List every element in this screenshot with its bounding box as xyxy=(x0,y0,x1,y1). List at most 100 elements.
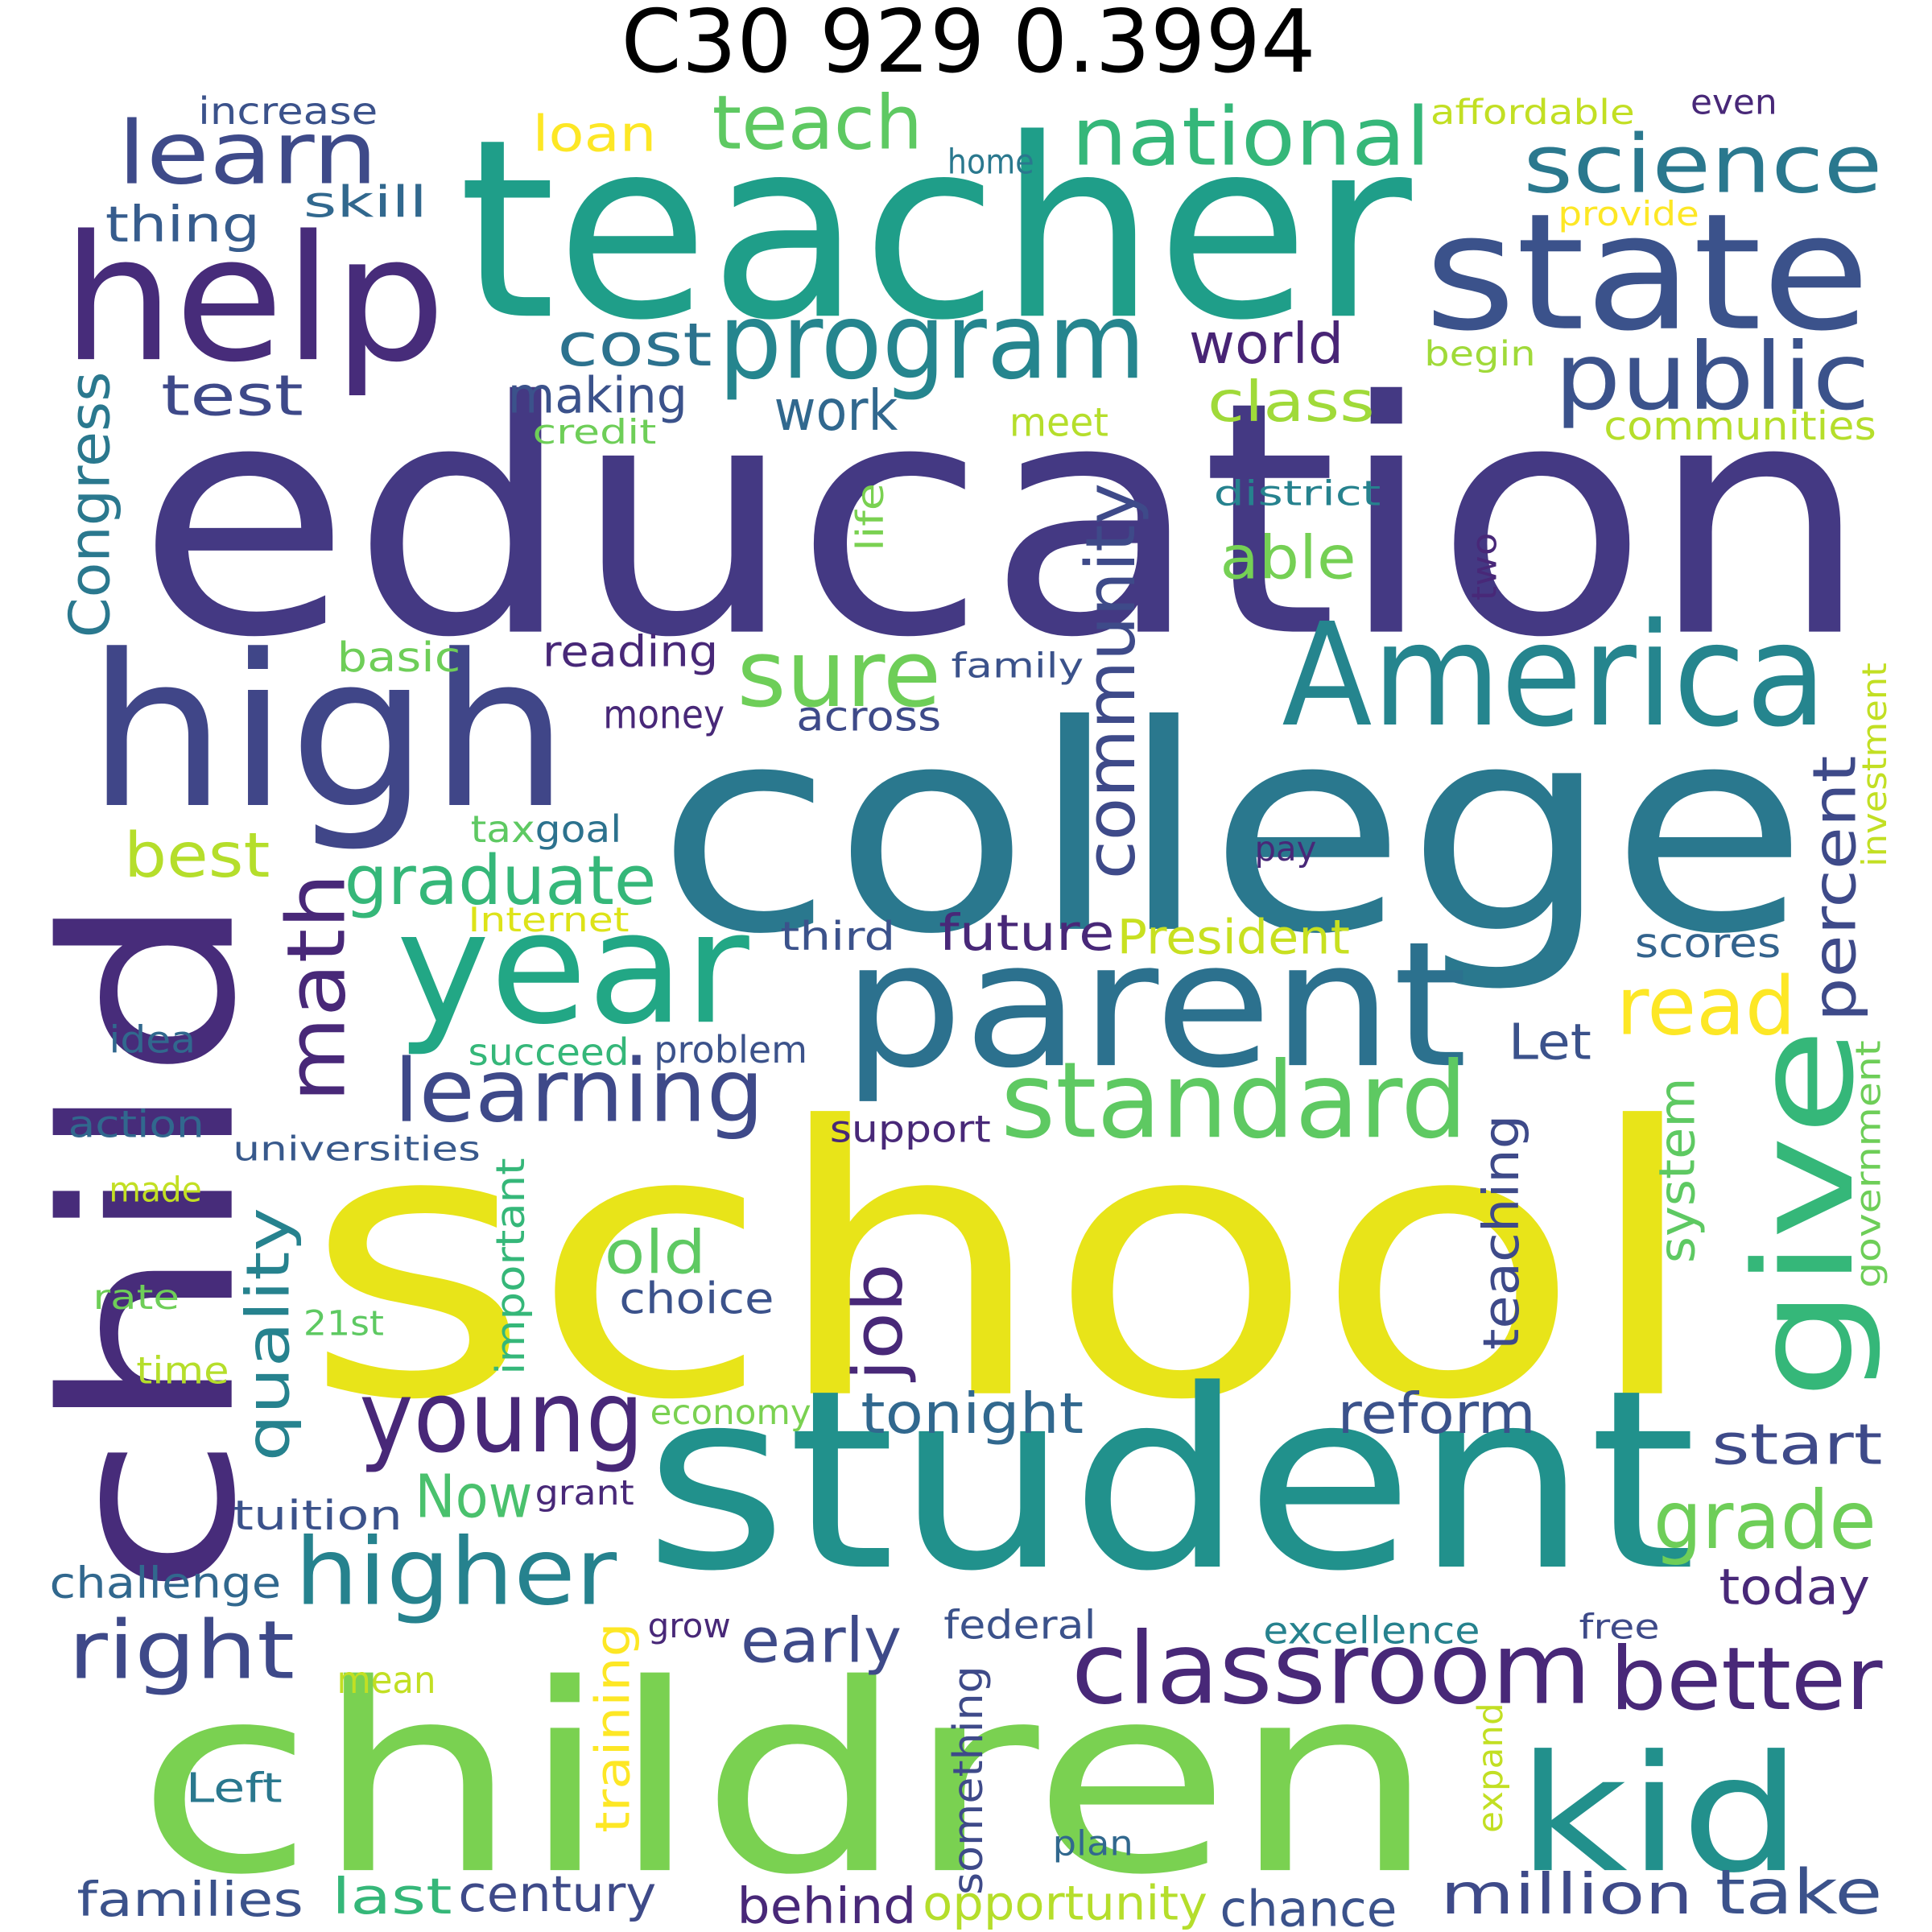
word: scores xyxy=(1635,919,1781,967)
word: math xyxy=(270,873,364,1103)
word: chance xyxy=(1220,1880,1397,1932)
word: action xyxy=(68,1102,204,1146)
word: million xyxy=(1440,1863,1693,1927)
word: America xyxy=(1282,592,1827,758)
word: best xyxy=(124,820,270,892)
word: better xyxy=(1610,1629,1883,1730)
word: pay xyxy=(1254,829,1316,869)
word: skill xyxy=(303,176,427,227)
word: Congress xyxy=(58,372,122,638)
word: family xyxy=(952,646,1084,687)
word: public xyxy=(1554,324,1870,431)
word: test xyxy=(161,364,303,428)
word: teach xyxy=(712,80,923,167)
word: kid xyxy=(1517,1721,1802,1909)
word: read xyxy=(1616,960,1796,1054)
word: home xyxy=(947,142,1034,182)
word: college xyxy=(656,666,1808,997)
word: affordable xyxy=(1430,93,1635,133)
word: increase xyxy=(198,89,378,133)
word: program xyxy=(718,280,1146,402)
word: Now xyxy=(415,1463,532,1532)
word: child xyxy=(14,892,287,1598)
word: expand xyxy=(1471,1703,1511,1833)
word: give xyxy=(1725,1028,1884,1400)
word: even xyxy=(1690,83,1777,123)
word: student xyxy=(644,1336,1697,1625)
title: C30 929 0.3994 xyxy=(621,0,1316,93)
word: communities xyxy=(1604,402,1876,449)
word: district xyxy=(1214,474,1381,514)
word: today xyxy=(1719,1558,1870,1616)
word: succeed xyxy=(469,1030,630,1074)
word: class xyxy=(1208,370,1375,435)
word: problem xyxy=(654,1028,807,1071)
word: provide xyxy=(1558,194,1699,233)
word: year xyxy=(396,879,749,1059)
word: meet xyxy=(1009,399,1108,446)
word: President xyxy=(1117,910,1350,965)
word: universities xyxy=(233,1129,481,1169)
word: free xyxy=(1579,1607,1660,1647)
word: standard xyxy=(1001,1039,1468,1162)
word: high xyxy=(87,609,570,855)
word: grade xyxy=(1653,1473,1876,1567)
word: goal xyxy=(535,807,622,851)
word: choice xyxy=(619,1273,774,1323)
word: excellence xyxy=(1263,1609,1480,1653)
word: century xyxy=(458,1865,656,1923)
word: training xyxy=(586,1622,641,1833)
word: tax xyxy=(471,807,535,851)
word: work xyxy=(774,379,898,444)
word: reading xyxy=(543,626,718,677)
word: plan xyxy=(1053,1824,1133,1864)
word: third xyxy=(780,913,895,960)
word: important xyxy=(487,1158,534,1374)
word: world xyxy=(1189,312,1344,377)
word: percent xyxy=(1801,755,1870,1022)
word: community xyxy=(1071,483,1150,879)
word: something xyxy=(944,1666,992,1895)
word: loan xyxy=(533,105,657,163)
word: take xyxy=(1715,1857,1883,1929)
word: higher xyxy=(295,1518,617,1626)
word: reform xyxy=(1338,1382,1536,1447)
word: basic xyxy=(336,634,460,681)
word: grant xyxy=(535,1473,634,1513)
word: rate xyxy=(93,1278,180,1318)
word: grow xyxy=(648,1606,731,1645)
word: challenge xyxy=(50,1558,282,1608)
word: graduate xyxy=(345,840,657,920)
word: across xyxy=(796,693,941,741)
word: classroom xyxy=(1071,1612,1591,1727)
word: life xyxy=(848,483,892,551)
word: tonight xyxy=(861,1382,1084,1447)
word: opportunity xyxy=(923,1876,1208,1931)
word: 21st xyxy=(303,1303,384,1344)
word: quality xyxy=(233,1208,303,1461)
word: Let xyxy=(1509,1013,1591,1071)
word: school xyxy=(303,1049,1703,1481)
word: right xyxy=(68,1604,295,1698)
word: system xyxy=(1649,1077,1707,1263)
word: future xyxy=(939,904,1114,962)
word: able xyxy=(1220,523,1356,592)
word: education xyxy=(136,334,1870,708)
word: government xyxy=(1848,1040,1889,1288)
word: credit xyxy=(533,412,657,452)
word: help xyxy=(62,198,446,400)
word: idea xyxy=(109,1018,196,1062)
word: science xyxy=(1523,117,1882,211)
word: job xyxy=(838,1263,918,1382)
word: federal xyxy=(943,1601,1096,1648)
word: Left xyxy=(186,1764,283,1811)
word: money xyxy=(603,691,724,738)
word: behind xyxy=(737,1877,916,1932)
word: learn xyxy=(118,104,378,204)
word: learning xyxy=(394,1041,764,1141)
word: making xyxy=(508,366,687,424)
word: investment xyxy=(1855,663,1894,867)
